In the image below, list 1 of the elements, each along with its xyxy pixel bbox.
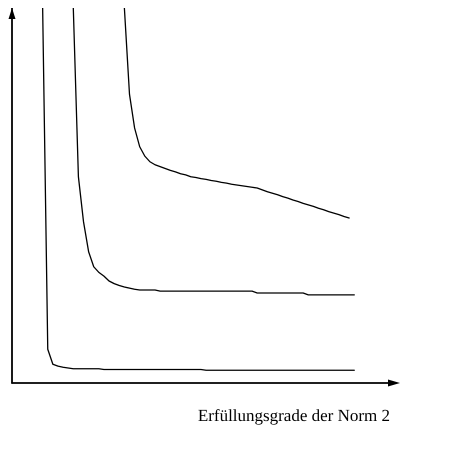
x-axis-title: Erfüllungsgrade der Norm 2 [198,406,390,425]
